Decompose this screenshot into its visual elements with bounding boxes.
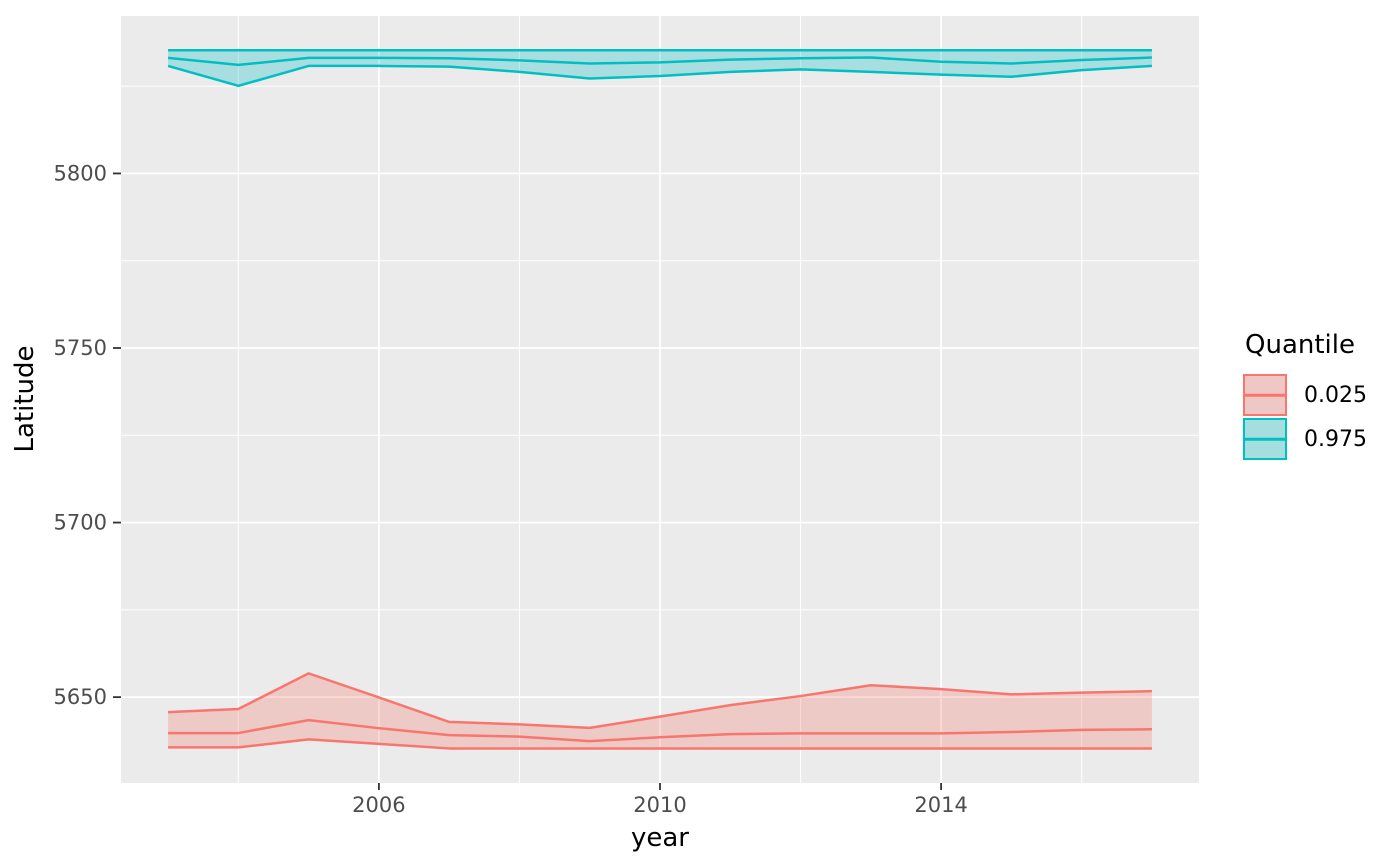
y-tick-label: 5650 — [54, 685, 107, 709]
legend-item-0025: 0.025 — [1243, 374, 1367, 416]
legend: Quantile 0.025 0.975 — [1243, 330, 1367, 462]
x-tick-label: 2006 — [352, 793, 405, 817]
quantile-0.025-upper-line — [168, 672, 1152, 730]
quantile-0.975-lower-line — [167, 64, 1152, 88]
y-tick-label: 5800 — [54, 161, 107, 185]
legend-label-0025: 0.025 — [1304, 382, 1367, 408]
quantile-0.025-ribbon — [168, 673, 1152, 749]
ribbon-line-swatch — [1245, 393, 1285, 397]
legend-item-0975: 0.975 — [1243, 418, 1367, 460]
y-tick-label: 5750 — [54, 336, 107, 360]
quantile-0.025-estimate-line — [168, 718, 1152, 743]
y-axis-title: Latitude — [10, 345, 40, 453]
quantile-0.975-estimate-line — [167, 56, 1152, 67]
x-axis-title: year — [630, 823, 690, 853]
x-tick-label: 2014 — [914, 793, 967, 817]
x-tick-label: 2010 — [633, 793, 686, 817]
legend-swatch-0025 — [1243, 374, 1287, 416]
legend-title: Quantile — [1245, 330, 1355, 360]
quantile-0.025-lower-line — [168, 738, 1152, 750]
legend-label-0975: 0.975 — [1304, 426, 1367, 452]
ribbon-line-swatch — [1245, 437, 1285, 441]
y-tick-label: 5700 — [54, 511, 107, 535]
legend-swatch-0975 — [1243, 418, 1287, 460]
